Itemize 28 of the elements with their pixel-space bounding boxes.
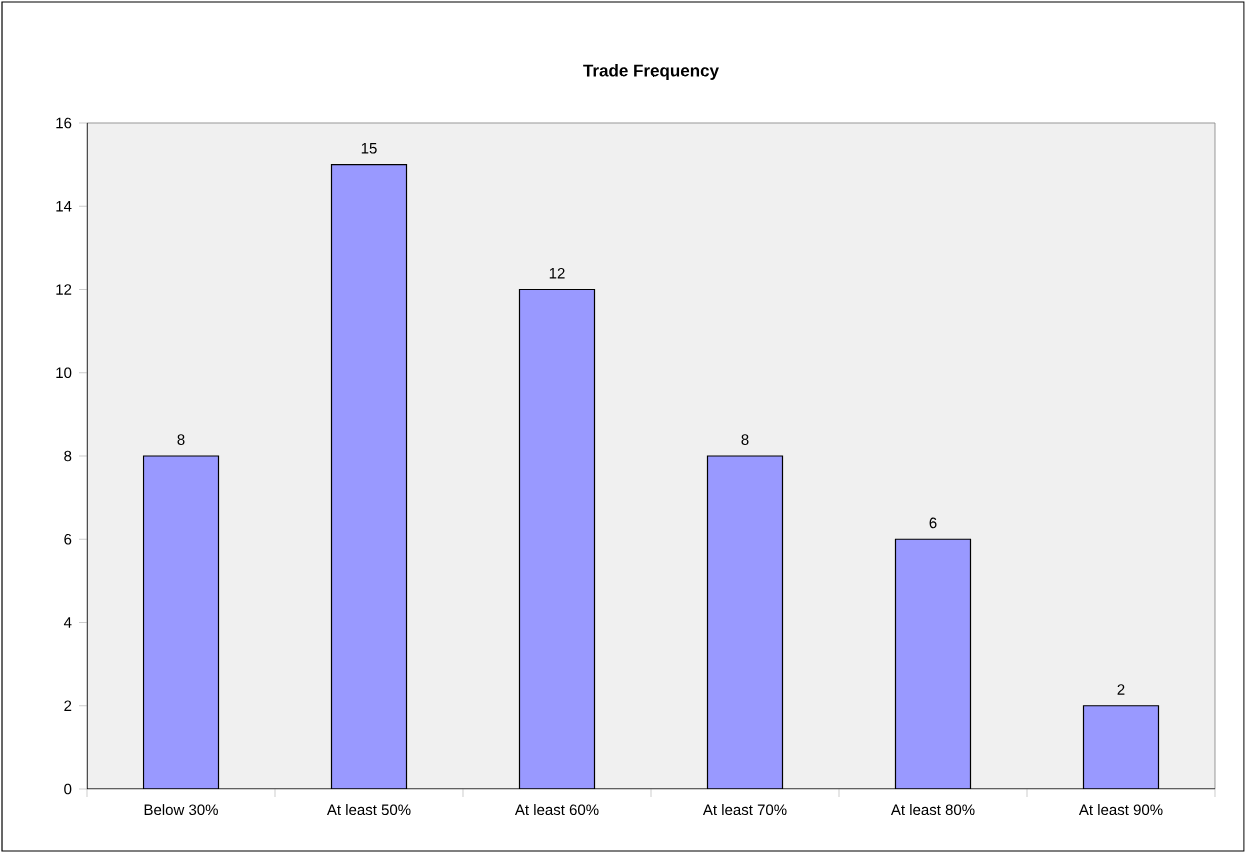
bar bbox=[1082, 705, 1160, 789]
x-tick-label: At least 50% bbox=[326, 804, 411, 816]
y-tick-label: 4 bbox=[63, 617, 72, 628]
bar bbox=[895, 539, 971, 789]
bar bbox=[707, 456, 783, 789]
x-tick-label: At least 90% bbox=[1078, 804, 1163, 816]
data-label: 8 bbox=[741, 434, 749, 445]
y-tick-label: 16 bbox=[56, 117, 72, 129]
data-label: 12 bbox=[549, 267, 565, 279]
y-tick-label: 12 bbox=[56, 284, 72, 295]
y-tick-label: 2 bbox=[64, 700, 72, 711]
y-tick-label: 0 bbox=[64, 783, 72, 795]
y-tick-label: 8 bbox=[64, 450, 72, 462]
chart-title: Trade Frequency bbox=[583, 64, 719, 80]
bar bbox=[143, 456, 219, 789]
x-tick-label: Below 30% bbox=[144, 804, 218, 816]
data-label: 8 bbox=[177, 434, 185, 445]
data-label: 2 bbox=[1117, 684, 1125, 695]
bar bbox=[519, 289, 595, 789]
y-tick-label: 10 bbox=[56, 367, 72, 379]
data-label: 6 bbox=[929, 517, 937, 529]
x-tick-label: At least 60% bbox=[514, 804, 599, 816]
data-label: 15 bbox=[361, 143, 377, 154]
bar bbox=[331, 164, 407, 789]
y-tick-label: 6 bbox=[64, 533, 72, 545]
x-tick-label: At least 80% bbox=[890, 804, 975, 816]
y-tick-label: 14 bbox=[56, 201, 72, 212]
x-tick-label: At least 70% bbox=[702, 804, 787, 816]
